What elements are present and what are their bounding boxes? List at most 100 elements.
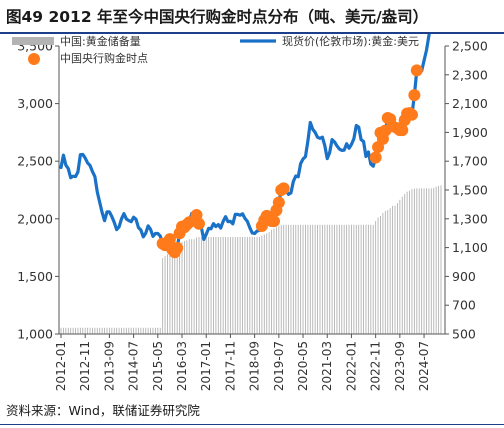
reserve-bar <box>62 327 64 334</box>
reserve-bar <box>92 327 93 334</box>
x-axis-tick-label: 2018-09 <box>248 341 262 391</box>
x-axis-tick-label: 2012-01 <box>54 341 68 391</box>
x-axis-tick-label: 2013-09 <box>102 341 116 391</box>
reserve-bar <box>188 239 190 334</box>
reserve-bar <box>271 229 273 334</box>
reserve-bar <box>159 327 161 334</box>
reserve-bar <box>79 327 81 334</box>
purchase-dot <box>171 242 184 255</box>
reserve-bar <box>89 327 91 334</box>
reserve-bar <box>128 327 130 334</box>
reserve-bar <box>164 256 166 334</box>
reserve-bar <box>259 237 260 334</box>
reserve-bar <box>225 237 227 334</box>
reserve-bar <box>375 221 377 334</box>
legend-reserves-swatch <box>12 37 54 45</box>
reserve-bar <box>72 327 74 334</box>
chart-axes: 1,0001,5002,0002,5003,0003,5005007009001… <box>17 39 488 392</box>
x-axis-tick-label: 2019-07 <box>272 341 286 391</box>
reserve-bar <box>65 327 67 334</box>
reserve-bar <box>380 215 381 334</box>
reserve-bar <box>283 224 285 334</box>
reserve-bar <box>353 224 355 334</box>
reserve-bar <box>125 327 127 334</box>
reserve-bar <box>280 225 282 334</box>
reserve-bar <box>222 237 224 334</box>
reserve-bar <box>384 210 386 334</box>
reserve-bar <box>130 327 132 334</box>
right-axis-tick-label: 2,100 <box>452 96 488 111</box>
x-axis-tick-label: 2023-09 <box>393 341 407 391</box>
reserve-bar <box>210 237 212 334</box>
reserve-bar <box>430 188 432 334</box>
reserve-bar <box>213 237 214 334</box>
reserve-bar <box>176 244 178 334</box>
left-axis-tick-label: 2,500 <box>17 154 53 169</box>
purchase-dot <box>405 108 418 121</box>
reserve-bar <box>135 327 137 334</box>
reserve-bar <box>77 327 79 334</box>
right-axis-tick-label: 700 <box>452 298 476 313</box>
legend-reserves-label: 中国:黄金储备量 <box>60 34 141 48</box>
reserve-bar <box>387 210 389 334</box>
reserve-bar <box>171 250 173 334</box>
purchase-dot <box>410 64 423 77</box>
reserve-bar <box>200 237 202 334</box>
reserve-bar <box>307 224 309 334</box>
reserve-bar <box>317 224 319 334</box>
reserve-bar <box>104 327 106 334</box>
reserve-bar <box>82 327 84 334</box>
reserve-bar <box>348 224 350 334</box>
reserve-bar <box>305 224 306 334</box>
left-axis-tick-label: 2,000 <box>17 211 53 226</box>
reserve-bar <box>154 327 156 334</box>
reserve-bar <box>292 224 294 334</box>
reserve-bar <box>113 327 115 334</box>
reserve-bar <box>179 243 181 334</box>
reserve-bar <box>251 237 253 334</box>
reserve-bar <box>278 226 280 334</box>
title-rule <box>0 32 504 34</box>
right-axis-tick-label: 900 <box>452 269 476 284</box>
reserve-bar <box>336 224 338 334</box>
reserve-bar <box>227 237 229 334</box>
reserve-bar <box>150 327 151 334</box>
legend-purchase-label-1: 中国央行 <box>60 52 104 65</box>
purchase-dot <box>396 124 409 137</box>
reserve-bar <box>288 224 289 334</box>
x-axis-tick-label: 2020-05 <box>296 341 310 391</box>
reserve-bar <box>60 327 62 334</box>
reserve-bar <box>372 224 374 334</box>
reserve-bar <box>389 208 391 334</box>
x-axis-tick-label: 2017-11 <box>223 341 237 391</box>
left-axis-tick-label: 1,500 <box>17 269 53 284</box>
reserve-bar <box>396 203 398 334</box>
reserve-bar <box>133 327 135 334</box>
reserve-bar <box>329 224 331 334</box>
reserve-bar <box>152 327 154 334</box>
bottom-rule <box>0 424 504 425</box>
reserve-bar <box>99 327 101 334</box>
purchase-dot <box>267 215 280 228</box>
purchase-dot <box>272 196 285 209</box>
reserve-bar <box>246 237 248 334</box>
reserve-bar <box>106 327 108 334</box>
reserve-bar <box>285 224 287 334</box>
purchase-dot <box>369 151 382 164</box>
reserve-bar <box>321 224 323 334</box>
legend-purchase-swatch <box>28 53 40 65</box>
reserve-bar <box>290 224 292 334</box>
reserve-bar <box>217 237 219 334</box>
reserve-bar <box>324 224 326 334</box>
reserve-bar <box>232 237 234 334</box>
reserve-bar <box>360 224 362 334</box>
reserve-bar <box>234 237 236 334</box>
reserve-bar <box>67 327 69 334</box>
reserve-bar <box>338 224 340 334</box>
right-axis-tick-label: 1,300 <box>452 211 488 226</box>
reserve-bar <box>440 185 442 334</box>
x-axis-tick-label: 2012-11 <box>78 341 92 391</box>
reserve-bar <box>116 327 118 334</box>
reserve-bar <box>203 237 205 334</box>
right-axis-tick-label: 2,300 <box>452 67 488 82</box>
